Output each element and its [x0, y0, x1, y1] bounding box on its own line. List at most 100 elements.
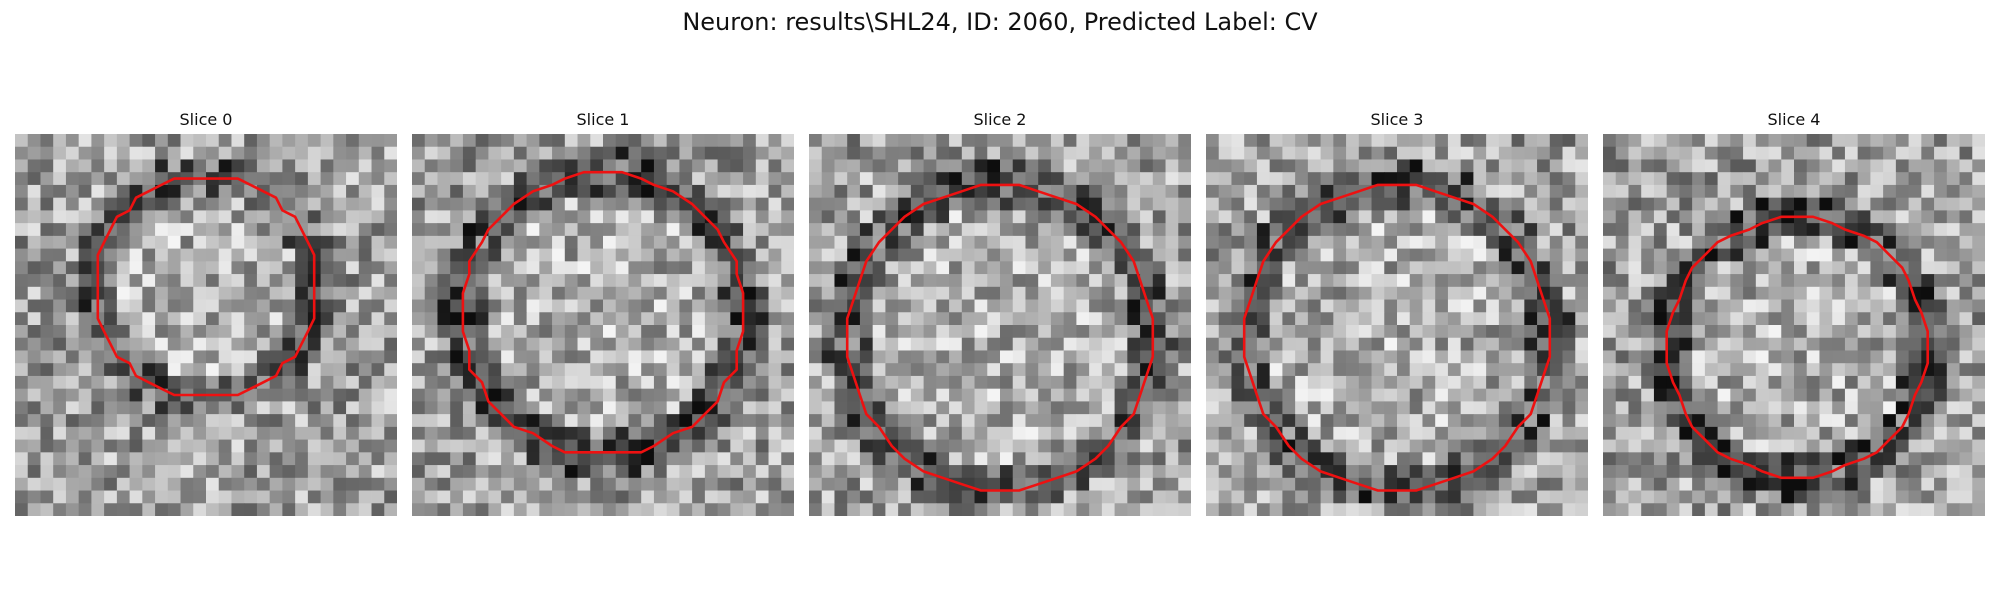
pixel	[641, 490, 655, 504]
pixel	[936, 248, 950, 262]
pixel	[717, 159, 731, 173]
pixel	[1603, 146, 1617, 160]
pixel	[462, 375, 477, 390]
pixel	[704, 235, 718, 249]
pixel	[1641, 223, 1655, 237]
pixel	[1422, 325, 1436, 339]
pixel	[1269, 286, 1283, 300]
pixel	[1218, 248, 1232, 262]
pixel	[333, 375, 347, 390]
pixel	[1050, 312, 1065, 326]
pixel	[1768, 439, 1782, 453]
pixel	[1549, 172, 1563, 186]
pixel	[1615, 299, 1629, 313]
pixel	[1012, 490, 1026, 504]
pixel	[333, 146, 347, 160]
pixel	[949, 401, 963, 415]
pixel	[834, 248, 848, 262]
pixel	[412, 299, 426, 313]
pixel	[552, 261, 566, 275]
pixel	[1486, 197, 1500, 211]
pixel	[346, 503, 360, 516]
pixel	[526, 401, 540, 415]
pixel	[244, 210, 258, 224]
pixel	[78, 477, 92, 491]
pixel	[78, 337, 92, 351]
pixel	[1307, 477, 1321, 491]
pixel	[834, 477, 848, 491]
pixel	[1140, 465, 1154, 479]
pixel	[206, 286, 220, 300]
pixel	[1140, 159, 1154, 173]
pixel	[987, 197, 1001, 211]
pixel	[847, 235, 861, 249]
pixel	[65, 325, 80, 339]
pixel	[949, 503, 963, 516]
pixel	[15, 274, 29, 288]
pixel	[577, 172, 591, 186]
pixel	[129, 439, 143, 453]
pixel	[1511, 465, 1525, 479]
pixel	[768, 503, 782, 516]
pixel	[1397, 197, 1411, 211]
pixel	[1959, 299, 1973, 313]
pixel	[1333, 312, 1347, 326]
pixel	[1908, 312, 1922, 326]
pixel	[1127, 465, 1141, 479]
pixel	[781, 235, 794, 249]
pixel	[821, 414, 835, 428]
pixel	[1460, 172, 1474, 186]
pixel	[1524, 490, 1538, 504]
pixel	[1549, 477, 1563, 491]
pixel	[244, 286, 258, 300]
pixel	[923, 388, 937, 402]
pixel	[987, 274, 1001, 288]
pixel	[1206, 184, 1220, 199]
pixel	[1781, 261, 1795, 275]
pixel	[358, 388, 372, 402]
pixel	[256, 223, 271, 237]
pixel	[1206, 503, 1220, 516]
pixel	[1127, 363, 1141, 377]
pixel	[1038, 299, 1052, 313]
pixel	[653, 172, 668, 186]
pixel	[412, 325, 426, 339]
pixel	[1358, 465, 1372, 479]
pixel	[104, 184, 118, 199]
pixel	[1101, 261, 1115, 275]
pixel	[142, 452, 156, 466]
pixel	[1282, 401, 1296, 415]
pixel	[923, 401, 937, 415]
pixel	[564, 325, 578, 339]
pixel	[1921, 414, 1935, 428]
pixel	[320, 350, 334, 364]
pixel	[1000, 210, 1014, 224]
pixel	[717, 337, 731, 351]
pixel	[1025, 274, 1039, 288]
pixel	[346, 325, 360, 339]
pixel	[1934, 210, 1948, 224]
pixel	[1743, 439, 1757, 453]
pixel	[1832, 388, 1846, 402]
pixel	[1666, 503, 1680, 516]
pixel	[885, 452, 899, 466]
pixel	[1498, 261, 1512, 275]
pixel	[1384, 197, 1398, 211]
pixel	[513, 172, 527, 186]
pixel	[167, 248, 181, 262]
pixel	[1152, 299, 1166, 313]
pixel	[1717, 375, 1731, 390]
pixel	[1511, 184, 1525, 199]
pixel	[987, 388, 1001, 402]
pixel	[231, 197, 245, 211]
pixel	[1537, 184, 1551, 199]
pixel	[577, 350, 591, 364]
pixel	[1038, 503, 1052, 516]
pixel	[809, 401, 823, 415]
pixel	[1206, 414, 1220, 428]
pixel	[218, 299, 232, 313]
pixel	[218, 210, 232, 224]
pixel	[104, 414, 118, 428]
pixel	[231, 312, 245, 326]
pixel	[307, 184, 321, 199]
